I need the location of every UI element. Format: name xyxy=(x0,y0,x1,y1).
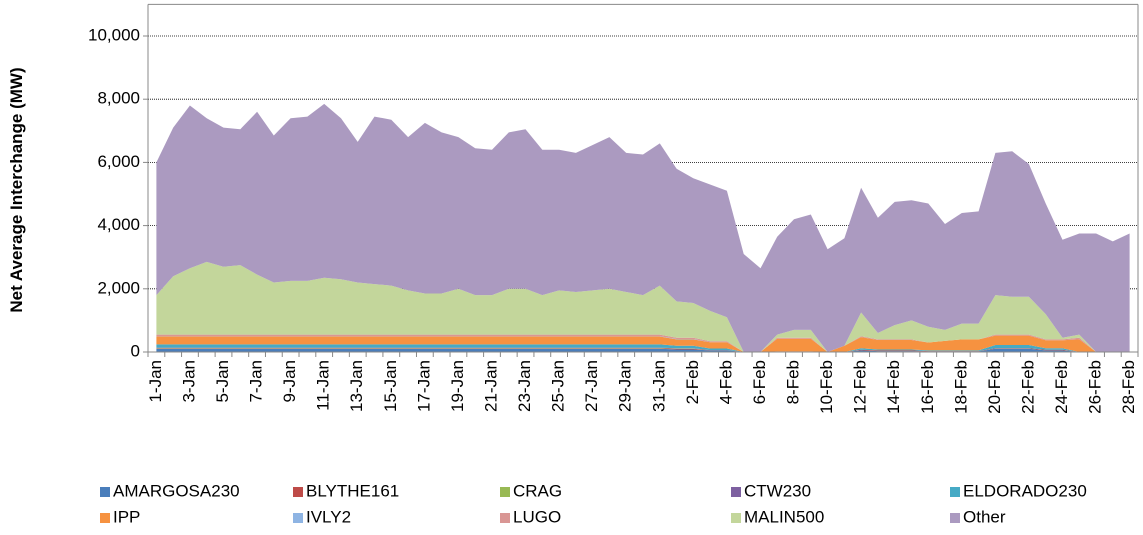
legend-label: MALIN500 xyxy=(744,507,824,526)
x-tick-label: 2-Feb xyxy=(683,360,702,404)
area xyxy=(156,261,1130,352)
x-tick-label: 10-Feb xyxy=(817,360,836,414)
x-tick-label: 7-Jan xyxy=(247,360,266,403)
x-tick-label: 12-Feb xyxy=(851,360,870,414)
legend-label: CTW230 xyxy=(744,481,811,500)
x-tick-label: 23-Jan xyxy=(515,360,534,412)
x-tick-label: 24-Feb xyxy=(1052,360,1071,414)
y-tick-label: 10,000 xyxy=(88,25,140,44)
x-tick-label: 22-Feb xyxy=(1018,360,1037,414)
legend-label: Other xyxy=(963,507,1006,526)
legend-swatch xyxy=(731,513,741,523)
legend-label: IVLY2 xyxy=(306,507,351,526)
legend-label: BLYTHE161 xyxy=(306,481,399,500)
x-tick-label: 6-Feb xyxy=(750,360,769,404)
legend-swatch xyxy=(950,513,960,523)
x-tick-label: 21-Jan xyxy=(481,360,500,412)
x-tick-label: 28-Feb xyxy=(1119,360,1138,414)
legend-swatch xyxy=(100,487,110,497)
x-tick-label: 4-Feb xyxy=(716,360,735,404)
x-tick-label: 25-Jan xyxy=(549,360,568,412)
x-tick-label: 15-Jan xyxy=(381,360,400,412)
y-tick-label: 8,000 xyxy=(97,89,140,108)
x-tick-label: 17-Jan xyxy=(414,360,433,412)
x-tick-label: 11-Jan xyxy=(314,360,333,411)
x-tick-label: 13-Jan xyxy=(347,360,366,412)
x-tick-label: 14-Feb xyxy=(884,360,903,414)
x-tick-label: 1-Jan xyxy=(146,360,165,403)
x-tick-label: 27-Jan xyxy=(582,360,601,412)
area xyxy=(156,335,1130,352)
legend-label: AMARGOSA230 xyxy=(113,481,240,500)
x-tick-label: 19-Jan xyxy=(448,360,467,412)
legend-swatch xyxy=(293,487,303,497)
y-tick-label: 2,000 xyxy=(97,278,140,297)
legend-swatch xyxy=(731,487,741,497)
legend-swatch xyxy=(100,513,110,523)
y-tick-label: 6,000 xyxy=(97,152,140,171)
x-tick-label: 3-Jan xyxy=(179,360,198,403)
x-tick-label: 31-Jan xyxy=(649,360,668,412)
x-tick-label: 29-Jan xyxy=(616,360,635,412)
y-tick-label: 4,000 xyxy=(97,215,140,234)
legend-label: LUGO xyxy=(513,507,561,526)
area xyxy=(156,103,1130,353)
area xyxy=(156,348,1130,352)
x-tick-label: 9-Jan xyxy=(280,360,299,403)
x-tick-label: 18-Feb xyxy=(951,360,970,414)
legend-swatch xyxy=(950,487,960,497)
area xyxy=(156,344,1130,352)
legend-label: ELDORADO230 xyxy=(963,481,1087,500)
y-axis-title: Net Average Interchange (MW) xyxy=(7,67,26,312)
area xyxy=(156,334,1130,352)
x-tick-label: 16-Feb xyxy=(918,360,937,414)
area xyxy=(156,348,1130,352)
x-tick-label: 26-Feb xyxy=(1086,360,1105,414)
legend-label: CRAG xyxy=(513,481,562,500)
legend-swatch xyxy=(500,487,510,497)
legend-swatch xyxy=(293,513,303,523)
x-tick-label: 5-Jan xyxy=(213,360,232,403)
legend-swatch xyxy=(500,513,510,523)
legend-label: IPP xyxy=(113,507,140,526)
x-tick-label: 8-Feb xyxy=(783,360,802,404)
x-tick-label: 20-Feb xyxy=(985,360,1004,414)
y-tick-label: 0 xyxy=(131,341,140,360)
